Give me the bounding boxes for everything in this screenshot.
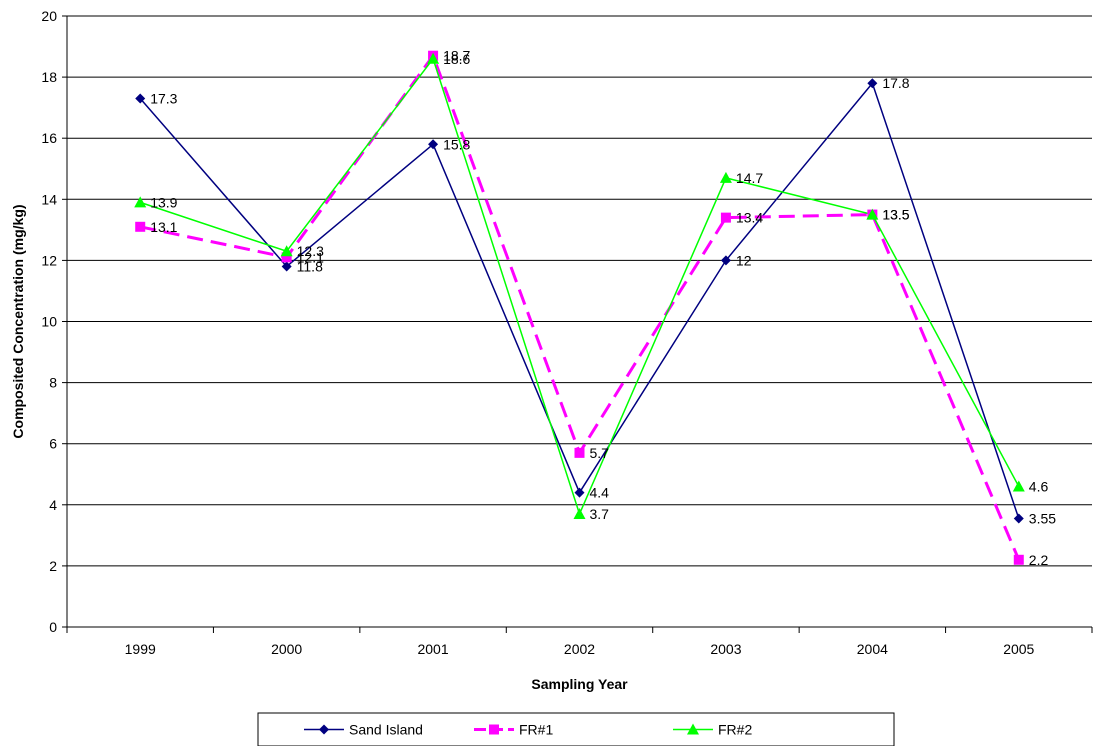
data-label: 13.5 [882,207,909,223]
data-label: 18.6 [443,51,470,67]
data-label: 15.8 [443,136,470,152]
data-point-0 [1013,513,1024,524]
data-point-1 [720,212,731,223]
data-point-0 [867,78,878,89]
data-label: 2.2 [1029,552,1049,568]
y-tick-label: 0 [49,619,57,635]
data-point-1 [135,221,146,232]
data-label: 17.3 [150,90,177,106]
data-label: 5.7 [590,445,610,461]
data-label: 13.4 [736,210,763,226]
data-label: 12 [736,252,752,268]
data-label: 4.4 [590,485,610,501]
y-tick-label: 20 [41,8,57,24]
y-tick-label: 18 [41,69,57,85]
y-tick-label: 12 [41,252,57,268]
data-point-2 [719,171,732,183]
data-point-0 [281,261,292,272]
x-tick-label: 2004 [857,641,888,657]
data-point-0 [720,255,731,266]
x-tick-label: 2000 [271,641,302,657]
data-point-1 [574,447,585,458]
data-point-0 [428,139,439,150]
legend-label: Sand Island [349,722,423,738]
data-label: 13.1 [150,219,177,235]
data-point-2 [280,245,293,257]
x-tick-label: 2001 [417,641,448,657]
data-point-0 [135,93,146,104]
data-label: 3.55 [1029,511,1056,527]
legend-label: FR#1 [519,722,553,738]
y-tick-label: 14 [41,191,57,207]
legend-marker [489,724,499,735]
series-line-1 [139,52,1021,561]
series-layer [134,50,1025,565]
legend-marker [319,724,329,735]
gridlines [67,15,1092,567]
axes: 0 2 4 6 8 10 12 14 16 18 20 1999 2000 2001 2002 2003 200… [41,8,1093,657]
data-point-0 [574,487,585,498]
data-point-1 [281,252,292,263]
x-tick-label: 1999 [125,641,156,657]
data-label: 13.5 [882,207,909,223]
legend-marker [687,723,699,735]
y-axis-title: Composited Concentration (mg/kg) [10,204,26,438]
data-label: 4.6 [1029,478,1049,494]
data-label: 12.1 [297,249,324,265]
x-axis-title: Sampling Year [531,676,628,692]
y-tick-label: 6 [49,436,57,452]
data-label: 14.7 [736,170,763,186]
data-point-2 [573,507,586,519]
y-tick-label: 16 [41,130,57,146]
data-point-2 [134,196,147,208]
data-point-2 [427,52,440,64]
legend: Sand Island FR#1 FR#2 [257,712,895,746]
x-tick-label: 2003 [710,641,741,657]
x-tick-label: 2005 [1003,641,1034,657]
legend-label: FR#2 [718,722,752,738]
data-label: 12.3 [297,243,324,259]
data-label: 11.8 [297,259,323,275]
data-label: 3.7 [590,506,610,522]
data-point-2 [866,208,879,220]
legend-box [257,712,895,746]
data-point-1 [1013,554,1024,565]
y-tick-label: 10 [41,314,57,330]
data-point-2 [1012,480,1025,492]
data-labels: 17.3 11.8 15.8 4.4 12 17.8 3.55 13.1 12.1 18.7 5.7… [150,48,1056,568]
data-label: 17.8 [882,75,909,91]
y-tick-label: 8 [49,375,57,391]
y-tick-label: 2 [49,558,57,574]
x-tick-label: 2002 [564,641,595,657]
y-tick-label: 4 [49,497,57,513]
data-label: 18.7 [443,48,470,64]
data-label: 13.9 [150,194,177,210]
